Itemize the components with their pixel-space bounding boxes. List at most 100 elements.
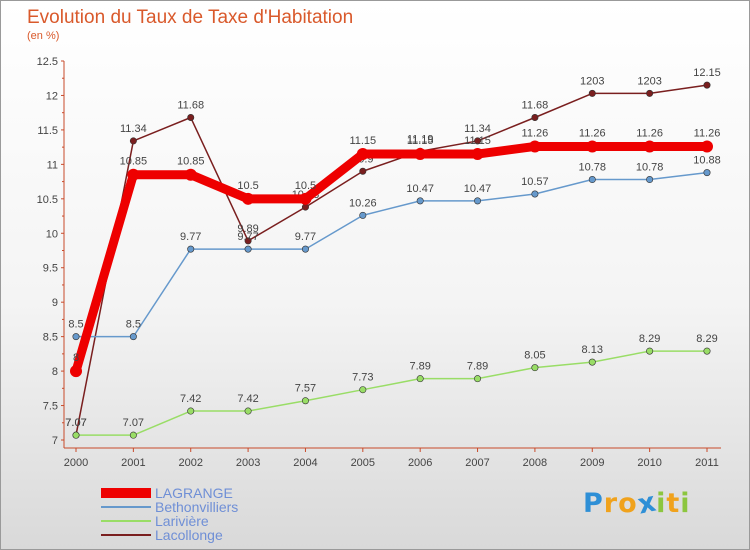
data-point xyxy=(301,397,309,405)
data-label: 10.47 xyxy=(406,183,434,195)
data-label: 8 xyxy=(73,352,79,364)
data-point xyxy=(586,140,599,153)
data-label: 10.85 xyxy=(120,156,148,168)
data-label: 7.07 xyxy=(65,417,86,429)
logo-letter: P xyxy=(583,488,604,519)
data-label: 7.42 xyxy=(237,393,258,405)
data-point xyxy=(244,237,252,245)
legend: LAGRANGE Bethonvilliers Larivière Lacollong… xyxy=(101,486,238,542)
data-label: 8.13 xyxy=(582,344,603,356)
chart-unit-label: (en %) xyxy=(27,30,60,42)
data-label: 7.57 xyxy=(295,383,316,395)
legend-label: LAGRANGE xyxy=(155,485,233,501)
x-tick-label: 2011 xyxy=(695,457,719,469)
logo-letter: i xyxy=(680,488,691,519)
data-label: 7.07 xyxy=(123,417,144,429)
y-tick-label: 9 xyxy=(52,297,58,309)
legend-swatch xyxy=(101,506,151,508)
data-label: 11.34 xyxy=(464,123,491,135)
x-tick-label: 2009 xyxy=(580,457,604,469)
legend-label: Larivière xyxy=(155,513,209,529)
data-point xyxy=(187,114,195,122)
data-label: 11.34 xyxy=(120,123,147,135)
data-point xyxy=(703,169,711,177)
data-label: 10.78 xyxy=(636,162,664,174)
data-point xyxy=(471,148,484,161)
data-label: 8.5 xyxy=(126,319,141,331)
data-point xyxy=(129,137,137,145)
data-label: 7.42 xyxy=(180,393,201,405)
data-label: 10.5 xyxy=(295,180,316,192)
data-point xyxy=(242,192,255,205)
data-point xyxy=(72,431,80,439)
data-point xyxy=(301,245,309,253)
data-point xyxy=(356,148,369,161)
data-label: 7.89 xyxy=(467,361,488,373)
data-point xyxy=(703,81,711,89)
data-label: 10.26 xyxy=(349,197,377,209)
data-point xyxy=(127,168,140,181)
data-point xyxy=(244,245,252,253)
data-point xyxy=(701,140,713,153)
x-tick-label: 2001 xyxy=(121,457,145,469)
data-label: 8.5 xyxy=(68,319,83,331)
data-label: 11.15 xyxy=(464,135,491,147)
x-tick-label: 2003 xyxy=(236,457,260,469)
data-point xyxy=(359,211,367,219)
data-label: 11.19 xyxy=(407,133,434,145)
data-label: 11.26 xyxy=(636,127,663,139)
data-label: 12.15 xyxy=(693,67,721,79)
series-line-lacollonge xyxy=(75,84,708,436)
data-point xyxy=(588,89,596,97)
data-label: 10.88 xyxy=(693,155,721,167)
data-point xyxy=(531,114,539,122)
data-label: 11.68 xyxy=(177,100,204,112)
data-label: 1203 xyxy=(580,75,604,87)
y-tick-label: 8.5 xyxy=(43,332,58,344)
data-point xyxy=(646,347,654,355)
data-label: 10.78 xyxy=(579,162,607,174)
logo-letter: t xyxy=(666,488,681,519)
legend-swatch xyxy=(101,520,151,522)
data-label: 1203 xyxy=(637,75,661,87)
data-point xyxy=(474,137,482,145)
data-label: 10.5 xyxy=(237,180,258,192)
data-point xyxy=(703,347,711,355)
data-label: 7.07 xyxy=(65,417,86,429)
data-label: 11.26 xyxy=(579,127,606,139)
data-point xyxy=(129,333,137,341)
data-point xyxy=(588,176,596,184)
data-point xyxy=(299,192,312,205)
data-point xyxy=(72,333,80,341)
data-point xyxy=(588,358,596,366)
legend-swatch xyxy=(101,534,151,536)
data-label: 10.57 xyxy=(521,176,549,188)
data-label: 9.77 xyxy=(180,231,201,243)
data-label: 7.89 xyxy=(409,361,430,373)
x-tick-label: 2005 xyxy=(351,457,375,469)
data-point xyxy=(244,407,252,415)
data-point xyxy=(129,431,137,439)
data-label: 7.73 xyxy=(352,372,373,384)
series-line-larivière xyxy=(75,350,708,436)
y-tick-label: 11 xyxy=(47,159,58,171)
data-point xyxy=(646,89,654,97)
x-tick-label: 2010 xyxy=(637,457,661,469)
data-point xyxy=(474,375,482,383)
x-tick-label: 2007 xyxy=(465,457,489,469)
data-label: 11.26 xyxy=(694,127,721,139)
data-point xyxy=(184,168,197,181)
y-tick-label: 8 xyxy=(52,366,58,378)
data-point xyxy=(416,197,424,205)
x-tick-label: 2006 xyxy=(408,457,432,469)
data-label: 8.05 xyxy=(524,350,545,362)
y-tick-label: 10.5 xyxy=(37,194,58,206)
data-point xyxy=(359,167,367,175)
data-label: 10.47 xyxy=(464,183,492,195)
logo-letter: r xyxy=(603,488,619,519)
y-tick-label: 11.5 xyxy=(37,125,58,137)
legend-item: Bethonvilliers xyxy=(101,500,238,514)
data-label: 11.15 xyxy=(407,135,434,147)
